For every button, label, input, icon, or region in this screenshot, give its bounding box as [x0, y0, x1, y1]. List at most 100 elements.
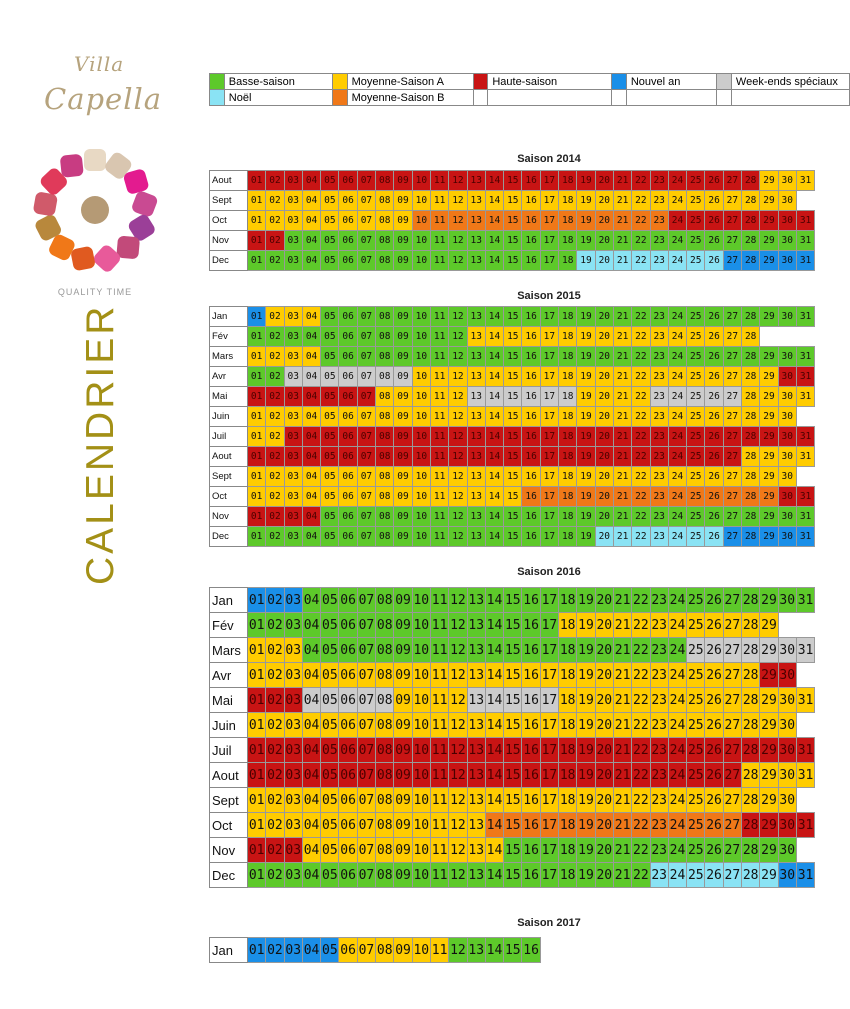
- day-cell: 17: [539, 306, 560, 327]
- day-cell: 10: [411, 486, 431, 507]
- day-cell: 13: [466, 762, 486, 788]
- day-cell: 24: [667, 366, 688, 387]
- day-cell: 08: [375, 587, 395, 613]
- day-cell: 09: [393, 526, 413, 547]
- day-cell: 31: [795, 637, 816, 663]
- day-cell: 17: [539, 346, 560, 367]
- day-cell: 03: [283, 406, 303, 427]
- day-cell: 06: [338, 712, 358, 738]
- day-cell: 09: [393, 346, 413, 367]
- day-cell: 28: [741, 762, 761, 788]
- day-cell: 29: [759, 506, 779, 527]
- month-name: Sept: [209, 466, 248, 487]
- day-cell: 01: [246, 230, 267, 251]
- day-cell: 07: [356, 446, 377, 467]
- calendar-table: Jan 01 02 03 04 05 06 07 08 09 10 11 12 13 14 15 16: [209, 937, 541, 963]
- month-row: Jan 01 02 03 04 05 06 07 08 09 10 11 12 13 14 15 16 17 18 1…: [209, 306, 816, 327]
- day-cell: 24: [667, 526, 688, 547]
- legend-swatch: [472, 89, 489, 106]
- legend-swatch: [331, 89, 348, 106]
- month-name: Dec: [209, 526, 248, 547]
- day-cell: 31: [795, 737, 816, 763]
- day-cell: 11: [429, 612, 450, 638]
- day-cell: 17: [539, 762, 560, 788]
- day-cell: 03: [283, 712, 303, 738]
- day-cell: 03: [283, 762, 303, 788]
- day-cell: 07: [356, 862, 377, 888]
- month-row: Sept 01 02 03 04 05 06 07 08 09 10 11 12 13 14 15 16 17 18…: [209, 787, 815, 813]
- day-cell: 12: [448, 787, 468, 813]
- day-cell: 13: [466, 446, 486, 467]
- day-cell: 27: [722, 526, 743, 547]
- day-cell: 10: [411, 506, 431, 527]
- day-cell: 21: [612, 346, 633, 367]
- day-cell: 30: [777, 637, 797, 663]
- day-cell: 21: [612, 762, 633, 788]
- day-cell: 09: [393, 687, 413, 713]
- day-cell: 25: [686, 712, 706, 738]
- day-cell: 29: [759, 466, 779, 487]
- day-cell: 08: [375, 386, 395, 407]
- day-cell: 11: [429, 526, 450, 547]
- day-cell: 23: [649, 612, 669, 638]
- day-cell: 07: [356, 486, 377, 507]
- day-cell: 29: [759, 612, 779, 638]
- day-cell: 22: [631, 737, 651, 763]
- day-cell: 03: [283, 386, 303, 407]
- day-cell: 14: [484, 787, 505, 813]
- day-cell: 22: [631, 687, 651, 713]
- day-cell: 27: [722, 170, 743, 191]
- day-cell: 13: [466, 862, 486, 888]
- day-cell: 06: [338, 937, 358, 963]
- day-cell: 28: [741, 837, 761, 863]
- day-cell: 22: [631, 366, 651, 387]
- day-cell: 30: [777, 737, 797, 763]
- day-cell: 28: [741, 366, 761, 387]
- day-cell: 24: [667, 230, 688, 251]
- day-cell: 17: [539, 687, 560, 713]
- legend-swatch: [472, 73, 489, 90]
- month-row: Oct 01 02 03 04 05 06 07 08 09 10 11 12 13 14 15 16 17 18 1…: [209, 812, 816, 838]
- month-name: Nov: [209, 230, 248, 251]
- day-cell: 29: [759, 306, 779, 327]
- day-cell: 20: [594, 506, 614, 527]
- month-row: Juil 01 02 03 04 05 06 07 08 09 10 11 12 13 14 15 16 17 18…: [209, 737, 816, 763]
- day-cell: 29: [759, 366, 779, 387]
- day-cell: 27: [722, 687, 743, 713]
- day-cell: 06: [338, 386, 358, 407]
- day-cell: 12: [448, 326, 468, 347]
- day-cell: 09: [393, 587, 413, 613]
- day-cell: 16: [521, 612, 541, 638]
- day-cell: 10: [411, 862, 431, 888]
- day-cell: 18: [558, 326, 578, 347]
- day-cell: 19: [576, 446, 596, 467]
- day-cell: 02: [265, 250, 285, 271]
- day-cell: 17: [539, 366, 560, 387]
- cushion-shape: [128, 214, 155, 241]
- cushion-shape: [49, 234, 75, 261]
- day-cell: 07: [356, 210, 377, 231]
- day-cell: 15: [503, 326, 523, 347]
- day-cell: 19: [576, 506, 596, 527]
- day-cell: 26: [704, 812, 724, 838]
- day-cell: 03: [283, 306, 303, 327]
- month-row: Juin 01 02 03 04 05 06 07 08 09 10 11 12 13 14 15 16 17 18…: [209, 406, 815, 427]
- day-cell: 16: [521, 687, 541, 713]
- day-cell: 21: [612, 712, 633, 738]
- day-cell: 21: [612, 326, 633, 347]
- day-cell: 24: [667, 406, 688, 427]
- day-cell: 20: [594, 306, 614, 327]
- day-cell: 01: [246, 366, 267, 387]
- month-name: Dec: [209, 250, 248, 271]
- day-cell: 21: [612, 170, 633, 191]
- legend-label: [487, 89, 613, 106]
- day-cell: 13: [466, 687, 486, 713]
- day-cell: 16: [521, 210, 541, 231]
- day-cell: 01: [246, 486, 267, 507]
- calendar-table: Jan 01 02 03 04 05 06 07 08 09 10 11 12 13 14 15 16 17 18 1…: [209, 587, 816, 888]
- day-cell: 29: [759, 587, 779, 613]
- day-cell: 08: [375, 326, 395, 347]
- day-cell: 12: [448, 210, 468, 231]
- day-cell: 30: [777, 486, 797, 507]
- day-cell: 24: [667, 762, 688, 788]
